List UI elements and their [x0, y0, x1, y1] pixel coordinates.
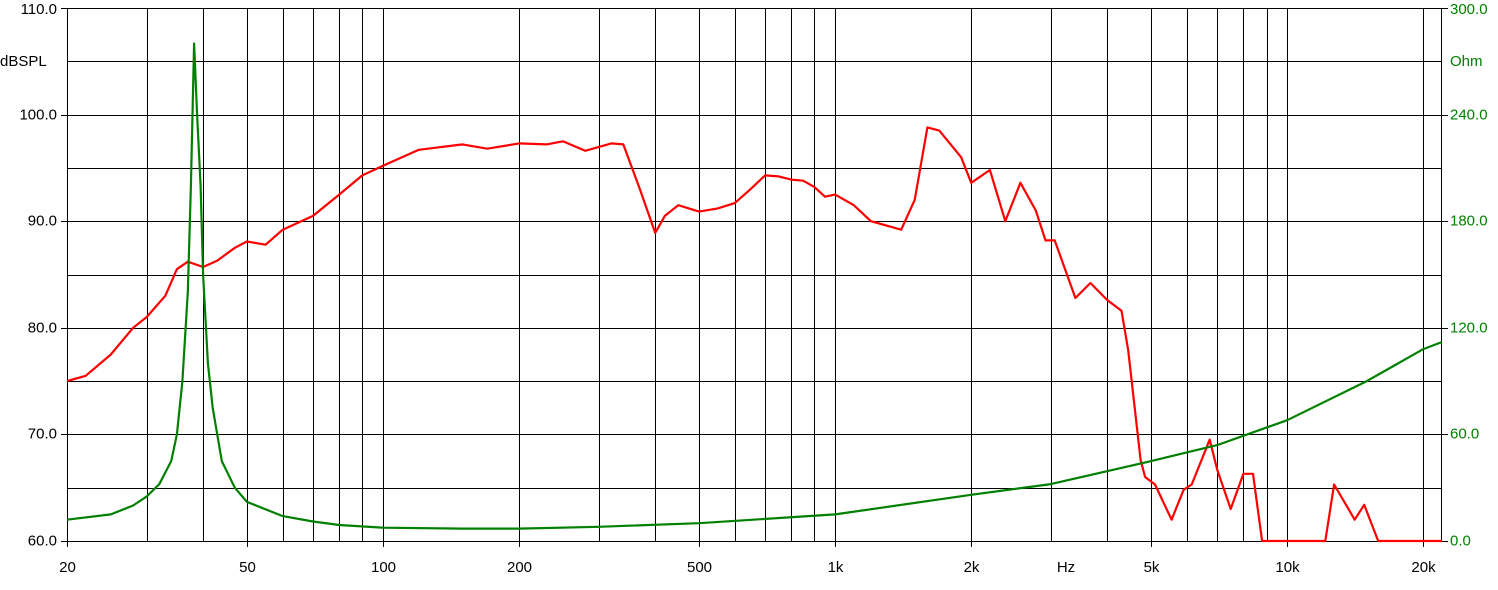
y2-tick-label: 60.0 — [1450, 425, 1479, 442]
y2-tick-label: 300.0 — [1450, 1, 1488, 18]
x-tick-label: 2k — [964, 559, 980, 576]
y-tick-label: 70.0 — [28, 425, 57, 442]
x-tick-label: 20k — [1411, 559, 1436, 576]
x-tick-label: 5k — [1144, 559, 1160, 576]
x-tick-label: 10k — [1275, 559, 1300, 576]
y-axis-label: dBSPL — [0, 53, 47, 70]
y-tick-label: 60.0 — [28, 532, 57, 549]
series-line — [66, 42, 1443, 530]
x-tick-label: 500 — [687, 559, 712, 576]
x-tick-label: 100 — [371, 559, 396, 576]
x-axis-label: Hz — [1057, 559, 1075, 576]
y-tick-label: 80.0 — [28, 319, 57, 336]
y2-tick-label: 180.0 — [1450, 212, 1488, 229]
y-tick-label: 90.0 — [28, 212, 57, 229]
x-tick-label: 1k — [828, 559, 844, 576]
y2-tick-label: 240.0 — [1450, 106, 1488, 123]
y-tick-label: 110.0 — [21, 1, 57, 18]
y-tick-label: 100.0 — [19, 106, 57, 123]
y2-axis-label: Ohm — [1450, 53, 1483, 70]
y2-tick-label: 0.0 — [1450, 532, 1471, 549]
x-tick-label: 20 — [59, 559, 76, 576]
x-tick-label: 50 — [239, 559, 256, 576]
x-tick-label: 200 — [507, 559, 532, 576]
series-line — [66, 126, 1442, 543]
y2-tick-label: 120.0 — [1450, 319, 1488, 336]
plot-frame — [67, 8, 1442, 542]
